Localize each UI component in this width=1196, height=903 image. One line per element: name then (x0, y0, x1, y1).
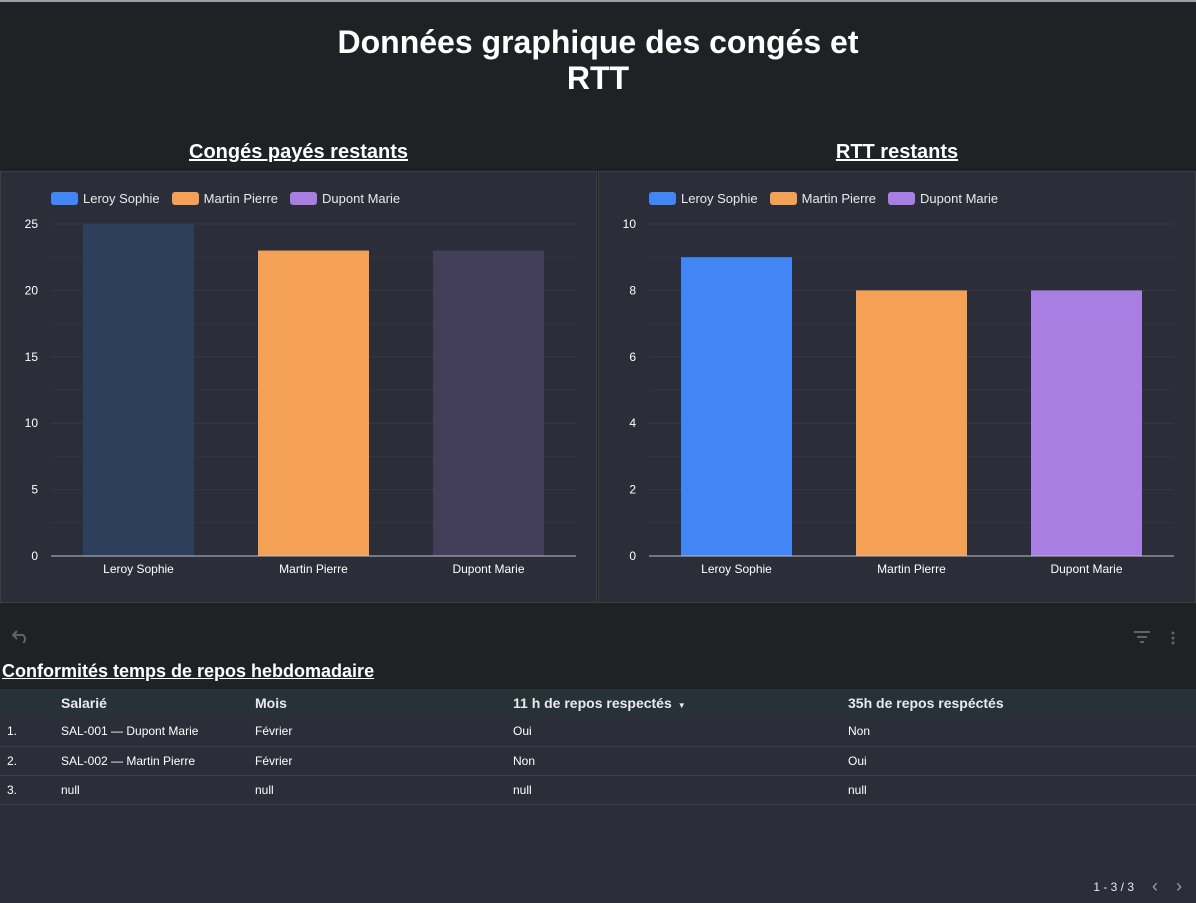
legend-swatch (171, 192, 199, 205)
cell-salarie: SAL-002 — Martin Pierre (61, 746, 255, 776)
legend-label: Martin Pierre (801, 191, 877, 206)
table-row[interactable]: 3. null null null null (0, 775, 1196, 805)
legend-swatch (290, 192, 318, 205)
legend-item[interactable]: Leroy Sophie (51, 191, 160, 206)
legend-swatch (51, 192, 78, 205)
conformity-table: Salarié Mois 11 h de repos respectés ▼ 35… (0, 689, 1196, 903)
cell-mois: null (255, 775, 513, 805)
legend-item[interactable]: Martin Pierre (171, 191, 279, 206)
chevron-left-icon[interactable]: ‹ (1152, 876, 1158, 896)
bar (1031, 290, 1142, 556)
legend-item[interactable]: Martin Pierre (769, 191, 877, 206)
pagination-label: 1 - 3 / 3 (1093, 879, 1134, 894)
y-tick-label: 10 (25, 416, 39, 430)
bar (83, 224, 194, 556)
y-tick-label: 5 (31, 483, 38, 497)
row-index: 3. (0, 775, 61, 805)
rtt-chart-panel: Leroy Sophie Martin Pierre Dupont Marie 0 2… (598, 171, 1196, 603)
legend-label: Dupont Marie (920, 191, 999, 206)
y-tick-label: 10 (623, 217, 637, 231)
right-chart-title: RTT restants (835, 141, 959, 163)
y-tick-label: 25 (25, 217, 39, 231)
table-title: Conformités temps de repos hebdomadaire (2, 661, 375, 681)
bar (856, 290, 967, 556)
rtt-chart: 0 2 4 6 8 10 Leroy Sophie Martin Pierre Dupont M… (623, 217, 1174, 576)
row-index: 2. (0, 746, 61, 776)
cell-11h: Non (513, 746, 848, 776)
legend-label: Martin Pierre (203, 191, 279, 206)
cell-35h: null (848, 775, 1196, 805)
x-tick-label: Leroy Sophie (103, 562, 174, 576)
page-title-line1: Données graphique des congés et (337, 24, 859, 60)
x-tick-label: Martin Pierre (279, 562, 348, 576)
legend-item[interactable]: Dupont Marie (290, 191, 400, 206)
y-tick-label: 15 (25, 350, 39, 364)
x-tick-label: Dupont Marie (452, 562, 524, 576)
cell-salarie: SAL-001 — Dupont Marie (61, 717, 255, 747)
left-chart-title: Congés payés restants (189, 141, 408, 163)
legend-swatch (769, 192, 797, 205)
legend-label: Leroy Sophie (681, 191, 758, 206)
pagination: 1 - 3 / 3 ‹ › (1093, 876, 1182, 897)
y-tick-label: 6 (629, 350, 636, 364)
x-tick-label: Leroy Sophie (701, 562, 772, 576)
y-tick-label: 0 (31, 549, 38, 563)
chart-legend: Leroy Sophie Martin Pierre Dupont Marie (649, 191, 998, 206)
conges-chart: 0 5 10 15 20 25 Leroy Sophie Martin Pierre Dupon… (25, 217, 576, 576)
more-vert-icon[interactable] (1171, 631, 1175, 650)
cell-mois: Février (255, 746, 513, 776)
legend-item[interactable]: Dupont Marie (888, 191, 998, 206)
legend-label: Leroy Sophie (83, 191, 160, 206)
x-tick-label: Martin Pierre (877, 562, 946, 576)
header-salarie[interactable]: Salarié (61, 695, 107, 711)
table-header-row: Salarié Mois 11 h de repos respectés ▼ 35… (0, 689, 1196, 717)
header-35h-repos[interactable]: 35h de repos respéctés (848, 695, 1004, 711)
bar (433, 250, 544, 556)
y-tick-label: 4 (629, 416, 636, 430)
chart-legend: Leroy Sophie Martin Pierre Dupont Marie (51, 191, 400, 206)
y-tick-label: 0 (629, 549, 636, 563)
cell-11h: Oui (513, 717, 848, 747)
index-header (0, 689, 61, 717)
sort-desc-icon[interactable]: ▼ (677, 701, 686, 710)
legend-swatch (649, 192, 676, 205)
legend-swatch (888, 192, 916, 205)
cell-35h: Non (848, 717, 1196, 747)
legend-label: Dupont Marie (322, 191, 401, 206)
x-tick-label: Dupont Marie (1050, 562, 1122, 576)
page-title: Données graphique des congés et RTT (0, 24, 1196, 96)
filter-icon[interactable] (1134, 630, 1150, 648)
y-tick-label: 8 (629, 283, 636, 297)
y-tick-label: 2 (629, 483, 636, 497)
table-row[interactable]: 2. SAL-002 — Martin Pierre Février Non O… (0, 746, 1196, 776)
row-index: 1. (0, 717, 61, 747)
cell-mois: Février (255, 717, 513, 747)
cell-salarie: null (61, 775, 255, 805)
legend-item[interactable]: Leroy Sophie (649, 191, 758, 206)
bar (258, 250, 369, 556)
conges-chart-panel: Leroy Sophie Martin Pierre Dupont Marie 0 5… (0, 171, 597, 603)
header-11h-repos[interactable]: 11 h de repos respectés ▼ (513, 689, 848, 717)
table-row[interactable]: 1. SAL-001 — Dupont Marie Février Oui No… (0, 717, 1196, 747)
cell-35h: Oui (848, 746, 1196, 776)
bar (681, 257, 792, 556)
chevron-right-icon[interactable]: › (1176, 876, 1182, 896)
y-tick-label: 20 (25, 283, 39, 297)
page-title-line2: RTT (566, 60, 630, 96)
undo-icon[interactable] (11, 629, 30, 648)
header-mois[interactable]: Mois (255, 695, 287, 711)
header-11h-repos-label: 11 h de repos respectés (513, 695, 672, 711)
cell-11h: null (513, 775, 848, 805)
